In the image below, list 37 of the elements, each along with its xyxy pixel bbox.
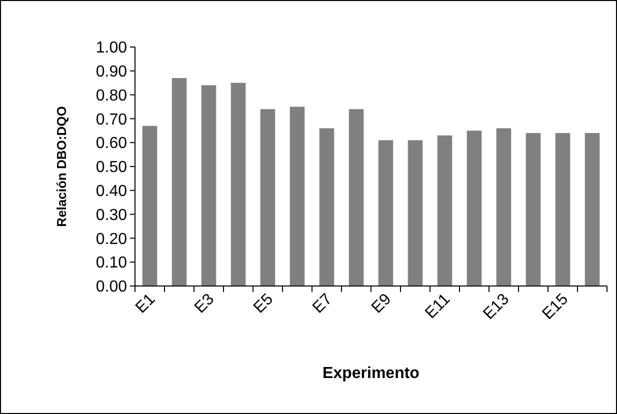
y-tick-label: 0.50: [96, 159, 128, 176]
bar: [496, 128, 512, 286]
bar: [142, 126, 158, 286]
bar: [584, 133, 600, 286]
bar: [466, 130, 482, 286]
x-tick-label: E11: [422, 290, 454, 322]
y-tick-label: 0.60: [96, 135, 128, 152]
x-tick-label: E3: [192, 290, 218, 317]
bar: [319, 128, 334, 286]
x-tick-label: E1: [132, 290, 159, 317]
y-tick-label: 0.30: [96, 206, 128, 224]
bar: [378, 140, 394, 286]
y-tick-label: 0.40: [96, 183, 128, 200]
bar: [230, 82, 246, 286]
bar: [201, 85, 216, 286]
y-tick-label: 0.70: [96, 111, 128, 128]
x-axis-title: Experimento: [322, 365, 420, 382]
bar: [260, 109, 276, 286]
y-tick-label: 0.80: [96, 87, 128, 104]
bar: [437, 135, 452, 286]
y-tick-label: 1.00: [96, 40, 128, 57]
y-axis-title: Relación DBO:DQO: [54, 106, 69, 227]
x-tick-label: E7: [310, 290, 336, 317]
y-tick-label: 0.00: [96, 278, 128, 296]
x-tick-label: E15: [539, 290, 572, 323]
bar: [172, 78, 187, 286]
bar: [526, 133, 541, 286]
x-tick-label: E5: [250, 290, 277, 317]
x-tick-label: E13: [480, 290, 513, 323]
x-tick-label: E9: [368, 290, 395, 317]
bar: [290, 106, 305, 286]
bar: [408, 140, 423, 286]
bar: [348, 109, 364, 286]
bar: [555, 133, 570, 286]
y-tick-label: 0.90: [96, 64, 128, 80]
y-tick-label: 0.20: [96, 230, 128, 248]
y-tick-label: 0.10: [96, 254, 128, 272]
